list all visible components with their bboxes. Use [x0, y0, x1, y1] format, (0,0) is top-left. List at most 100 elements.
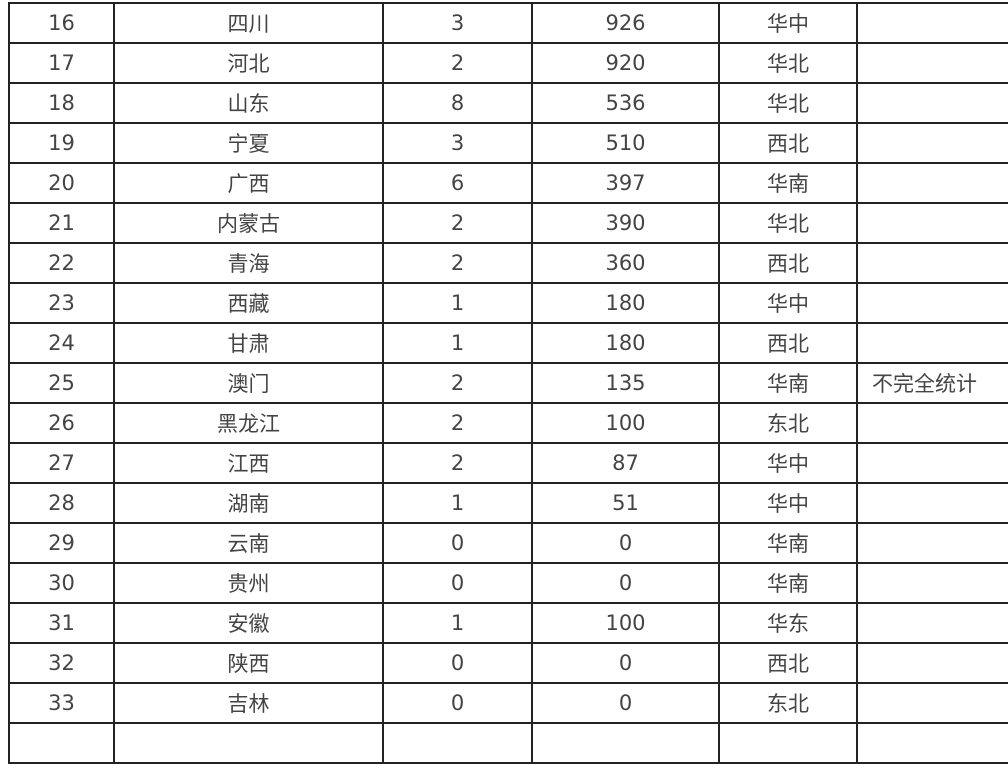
- row-number: 17: [8, 42, 115, 84]
- count-cell: 2: [382, 202, 533, 244]
- row-number: 19: [8, 122, 115, 164]
- value-cell: 0: [531, 642, 720, 684]
- value-cell: 390: [531, 202, 720, 244]
- province-cell: 陕西: [113, 642, 384, 684]
- note-cell: [856, 2, 1008, 44]
- region-cell: 华南: [718, 522, 858, 564]
- province-cell: 吉林: [113, 682, 384, 724]
- row-number: 30: [8, 562, 115, 604]
- row-number: 21: [8, 202, 115, 244]
- table-row: 32 陕西 0 0 西北: [8, 642, 1008, 684]
- note-cell: [856, 42, 1008, 84]
- province-cell: 澳门: [113, 362, 384, 404]
- count-cell: 8: [382, 82, 533, 124]
- data-table: 16 四川 3 926 华中 17 河北 2 920 华北 18 山东 8 536 华北 19 宁夏 3 510 西北…: [8, 2, 1008, 764]
- note-cell: [856, 522, 1008, 564]
- note-cell: [856, 82, 1008, 124]
- note-cell: [856, 602, 1008, 644]
- count-cell: 1: [382, 282, 533, 324]
- table-row-partial: [8, 722, 1008, 764]
- value-cell: 536: [531, 82, 720, 124]
- province-cell: 西藏: [113, 282, 384, 324]
- region-cell: 华中: [718, 2, 858, 44]
- note-cell: [856, 242, 1008, 284]
- region-cell: 华南: [718, 162, 858, 204]
- value-cell: 360: [531, 242, 720, 284]
- value-cell: 135: [531, 362, 720, 404]
- province-cell: 四川: [113, 2, 384, 44]
- count-cell: 1: [382, 322, 533, 364]
- value-cell: 51: [531, 482, 720, 524]
- note-cell: [856, 482, 1008, 524]
- region-cell: 西北: [718, 322, 858, 364]
- table-row: 27 江西 2 87 华中: [8, 442, 1008, 484]
- count-cell: 1: [382, 602, 533, 644]
- table-row: 24 甘肃 1 180 西北: [8, 322, 1008, 364]
- table-row: 18 山东 8 536 华北: [8, 82, 1008, 124]
- value-cell: 100: [531, 602, 720, 644]
- table-row: 16 四川 3 926 华中: [8, 2, 1008, 44]
- value-cell: 180: [531, 282, 720, 324]
- row-number: 18: [8, 82, 115, 124]
- province-cell: 宁夏: [113, 122, 384, 164]
- count-cell: 2: [382, 242, 533, 284]
- table-row: 33 吉林 0 0 东北: [8, 682, 1008, 724]
- count-cell: 0: [382, 522, 533, 564]
- row-number: 20: [8, 162, 115, 204]
- province-cell: 安徽: [113, 602, 384, 644]
- value-cell: 920: [531, 42, 720, 84]
- table-row: 19 宁夏 3 510 西北: [8, 122, 1008, 164]
- province-cell: 甘肃: [113, 322, 384, 364]
- province-cell: 内蒙古: [113, 202, 384, 244]
- table-row: 20 广西 6 397 华南: [8, 162, 1008, 204]
- table-row: 21 内蒙古 2 390 华北: [8, 202, 1008, 244]
- province-cell: 贵州: [113, 562, 384, 604]
- table-row: 29 云南 0 0 华南: [8, 522, 1008, 564]
- value-cell: 180: [531, 322, 720, 364]
- row-number: 33: [8, 682, 115, 724]
- row-number: 23: [8, 282, 115, 324]
- value-cell: 0: [531, 522, 720, 564]
- region-cell: 西北: [718, 122, 858, 164]
- value-cell: 0: [531, 682, 720, 724]
- table-row: 17 河北 2 920 华北: [8, 42, 1008, 84]
- count-cell: 1: [382, 482, 533, 524]
- value-cell: 510: [531, 122, 720, 164]
- value-cell: 926: [531, 2, 720, 44]
- note-cell: [856, 122, 1008, 164]
- row-number: 28: [8, 482, 115, 524]
- table-row: 30 贵州 0 0 华南: [8, 562, 1008, 604]
- region-cell: 东北: [718, 682, 858, 724]
- province-cell: 青海: [113, 242, 384, 284]
- province-cell: 云南: [113, 522, 384, 564]
- table-row: 22 青海 2 360 西北: [8, 242, 1008, 284]
- value-cell: 87: [531, 442, 720, 484]
- province-cell: 河北: [113, 42, 384, 84]
- note-cell: [856, 282, 1008, 324]
- region-cell: 华北: [718, 202, 858, 244]
- region-cell: 华南: [718, 362, 858, 404]
- table-row: 25 澳门 2 135 华南 不完全统计: [8, 362, 1008, 404]
- note-cell: [856, 562, 1008, 604]
- region-cell: 华中: [718, 442, 858, 484]
- province-cell: 江西: [113, 442, 384, 484]
- province-cell: 湖南: [113, 482, 384, 524]
- note-cell: 不完全统计: [856, 362, 1008, 404]
- note-cell: [856, 162, 1008, 204]
- region-cell: 西北: [718, 642, 858, 684]
- count-cell: 3: [382, 2, 533, 44]
- note-cell: [856, 322, 1008, 364]
- count-cell: 2: [382, 402, 533, 444]
- row-number: 24: [8, 322, 115, 364]
- value-cell: 0: [531, 562, 720, 604]
- region-cell: 华南: [718, 562, 858, 604]
- table-row: 23 西藏 1 180 华中: [8, 282, 1008, 324]
- note-cell: [856, 682, 1008, 724]
- region-cell: 东北: [718, 402, 858, 444]
- count-cell: 2: [382, 442, 533, 484]
- row-number: 29: [8, 522, 115, 564]
- region-cell: 华北: [718, 82, 858, 124]
- row-number: 16: [8, 2, 115, 44]
- count-cell: 2: [382, 42, 533, 84]
- row-number: 26: [8, 402, 115, 444]
